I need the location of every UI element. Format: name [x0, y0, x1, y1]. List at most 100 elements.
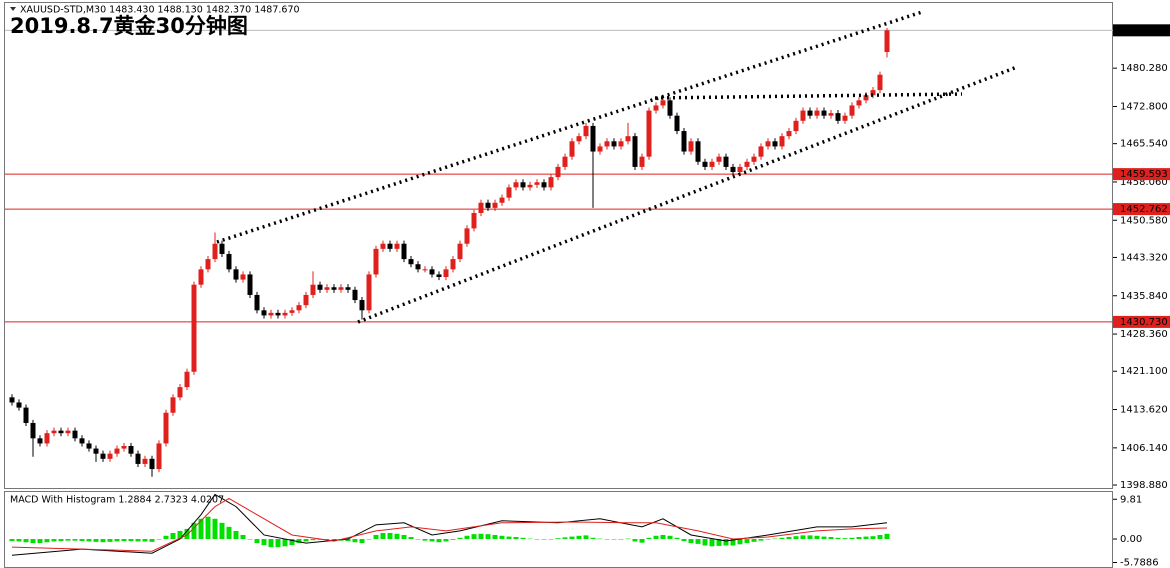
candle-body [555, 166, 561, 178]
candle-body [835, 113, 841, 121]
histogram-bar [352, 539, 358, 543]
chart-title: 2019.8.7黄金30分钟图 [10, 14, 248, 38]
candle-body [674, 115, 680, 132]
candle-body [737, 166, 743, 173]
candle-body [51, 430, 57, 434]
y-tick-label: 1421.100 [1120, 366, 1168, 377]
histogram-bar [527, 538, 533, 540]
candle-body [359, 300, 365, 311]
histogram-bar [240, 534, 246, 540]
y-tick-label: 1435.840 [1120, 291, 1168, 302]
level-box [1113, 315, 1170, 328]
histogram-bar [471, 534, 477, 540]
candle-body [751, 156, 757, 162]
candle-body [149, 458, 155, 470]
candle-body [86, 443, 92, 449]
candle-body [415, 264, 421, 270]
candle-body [177, 387, 183, 398]
histogram-bar [443, 539, 449, 542]
candle-body [527, 184, 533, 188]
candle-body [247, 274, 253, 295]
histogram-bar [408, 537, 414, 540]
level-label: 1430.730 [1120, 317, 1168, 328]
candle-body [429, 269, 435, 275]
candle-body [632, 136, 638, 167]
candle-body [9, 397, 15, 403]
histogram-bar [177, 530, 183, 540]
candle-body [135, 453, 141, 464]
histogram-bar [870, 536, 876, 540]
candle-body [548, 177, 554, 188]
candle-body [492, 202, 498, 208]
candle-body [772, 141, 778, 147]
histogram-bar [135, 539, 141, 542]
histogram-bar [282, 539, 288, 547]
histogram-bar [695, 539, 701, 544]
candle-body [345, 287, 351, 290]
histogram-bar [121, 539, 127, 542]
candle-body [394, 243, 400, 249]
histogram-bar [387, 532, 393, 540]
candle-body [254, 294, 260, 311]
candle-body [366, 274, 372, 311]
candle-body [184, 371, 190, 388]
candle-body [72, 430, 78, 439]
candle-body [303, 294, 309, 306]
candle-body [541, 182, 547, 188]
histogram-bar [555, 538, 561, 540]
y-tick-label: 1450.580 [1120, 215, 1168, 226]
candle-body [240, 274, 246, 280]
histogram-bar [660, 534, 666, 540]
candle-body [688, 141, 694, 152]
candle-body [219, 243, 225, 254]
candle-body [604, 141, 610, 147]
menu-arrow [10, 7, 16, 11]
candle-body [856, 100, 862, 106]
histogram-bar [653, 535, 659, 540]
histogram-bar [30, 539, 36, 544]
candle-body [800, 110, 806, 121]
candle-body [296, 305, 302, 311]
candle-body [30, 422, 36, 439]
histogram-bar [597, 538, 603, 540]
histogram-bar [667, 535, 673, 540]
histogram-bar [72, 539, 78, 541]
histogram-bar [821, 536, 827, 540]
candle-body [520, 182, 526, 188]
histogram-bar [772, 538, 778, 540]
histogram-bar [303, 539, 309, 542]
histogram-bar [793, 536, 799, 540]
y-tick-label: 1406.140 [1120, 443, 1168, 454]
histogram-bar [107, 539, 113, 542]
histogram-bar [856, 537, 862, 540]
histogram-bar [422, 539, 428, 541]
histogram-bar [478, 533, 484, 540]
candle-body [121, 446, 127, 449]
histogram-bar [79, 539, 85, 542]
candle-body [457, 243, 463, 260]
candle-body [485, 202, 491, 208]
candle-body [807, 110, 813, 116]
histogram-bar [590, 537, 596, 540]
histogram-bar [51, 539, 57, 542]
candle-body [877, 74, 883, 91]
histogram-bar [16, 539, 22, 542]
candle-body [65, 430, 71, 434]
histogram-bar [737, 539, 743, 545]
candle-body [373, 248, 379, 275]
channel-lower [357, 65, 1018, 324]
histogram-bar [492, 534, 498, 540]
histogram-bar [205, 516, 211, 540]
candle-body [499, 197, 505, 203]
level-label: 1452.762 [1120, 204, 1168, 215]
y-tick-label: -5.7886 [1120, 557, 1159, 568]
histogram-bar [800, 535, 806, 540]
histogram-bar [345, 539, 351, 542]
candle-body [884, 30, 890, 53]
candle-body [142, 458, 148, 464]
histogram-bar [709, 539, 715, 547]
candle-body [443, 269, 449, 278]
candle-body [597, 146, 603, 152]
histogram-bar [611, 539, 617, 540]
histogram-bar [506, 536, 512, 540]
